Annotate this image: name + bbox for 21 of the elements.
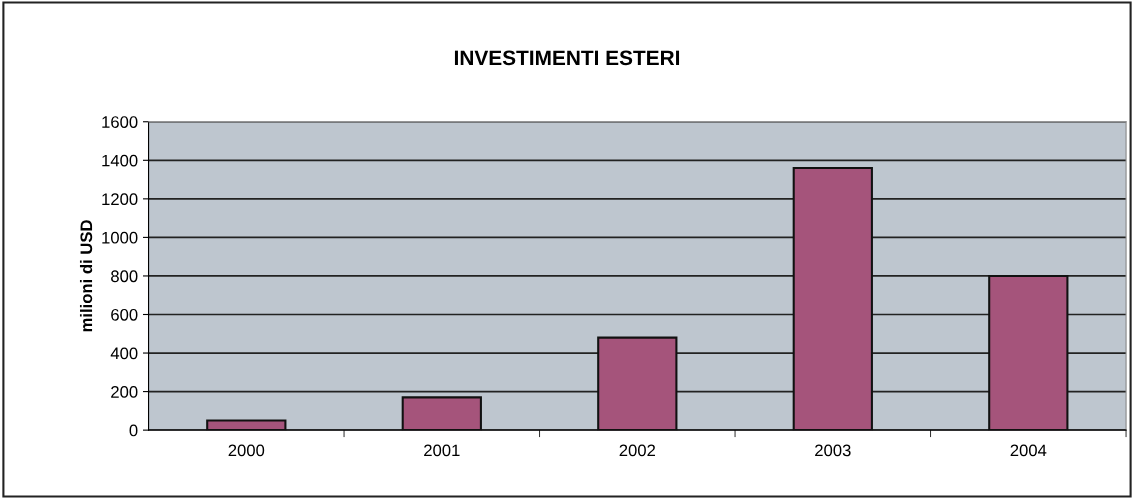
- x-tick-label: 2000: [228, 444, 265, 457]
- x-tick-label: 2004: [1010, 444, 1047, 457]
- x-tick-label: 2001: [424, 444, 460, 457]
- y-tick-label: 1200: [102, 193, 138, 206]
- bar: [206, 419, 287, 431]
- y-tick-label: 1000: [102, 231, 138, 244]
- y-tick-label: 1600: [102, 116, 138, 128]
- x-tick-label: 2002: [619, 444, 656, 457]
- bar: [597, 336, 678, 431]
- y-tick-label: 400: [110, 347, 138, 360]
- y-axis-title: milioni di USD: [79, 220, 93, 332]
- y-tick-label: 600: [111, 308, 138, 321]
- y-tick-label: 0: [129, 424, 138, 437]
- y-tick-label: 200: [111, 385, 138, 398]
- chart-title: INVESTIMENTI ESTERI: [454, 50, 680, 66]
- bar: [988, 274, 1069, 431]
- bar: [792, 166, 873, 431]
- bar: [401, 396, 482, 431]
- x-tick-label: 2003: [815, 444, 851, 457]
- y-tick-label: 1400: [102, 154, 138, 167]
- y-tick-label: 800: [111, 270, 138, 283]
